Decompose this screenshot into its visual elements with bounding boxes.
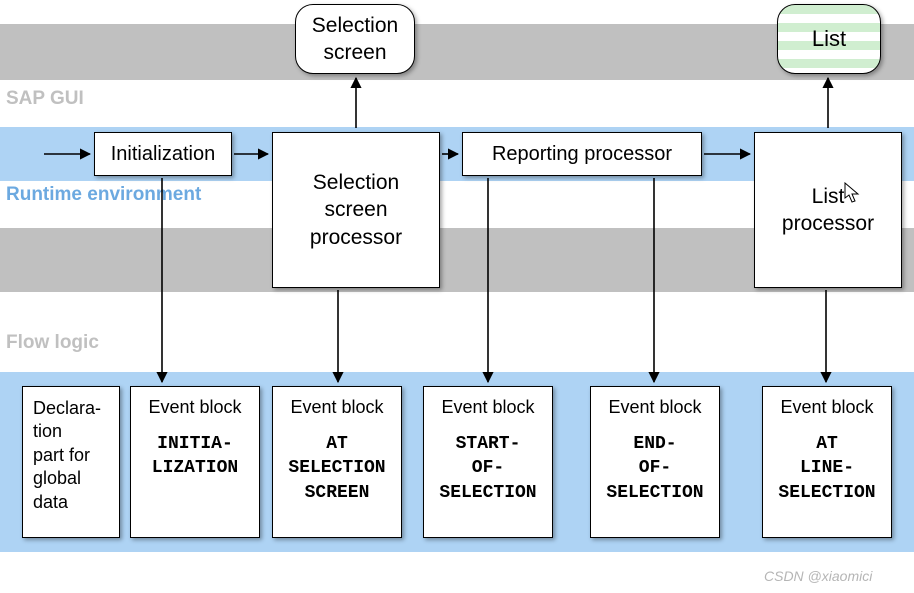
event-block-2: Event block START-OF-SELECTION — [423, 386, 553, 538]
label-sap_gui: SAP GUI — [6, 88, 84, 110]
box-reporting: Reporting processor — [462, 132, 702, 176]
event-block-code-line: SELECTION — [778, 481, 875, 505]
event-block-code-line: SELECTION — [288, 456, 385, 480]
node-selection_screen-line: Selection — [312, 12, 398, 39]
box-declaration-line: Declara- — [33, 397, 111, 420]
label-flowlogic: Flow logic — [6, 332, 99, 354]
box-reporting-line: Reporting processor — [492, 141, 672, 167]
event-block-code-line: SELECTION — [439, 481, 536, 505]
event-block-code: ATSELECTIONSCREEN — [288, 432, 385, 505]
box-declaration-line: tion — [33, 420, 111, 443]
event-block-code: INITIA-LIZATION — [152, 432, 238, 481]
event-block-code-line: AT — [288, 432, 385, 456]
box-ss_processor-line: Selection — [313, 169, 399, 196]
node-list: List — [777, 4, 881, 74]
label-runtime: Runtime environment — [6, 184, 201, 206]
event-block-header: Event block — [441, 397, 534, 418]
event-block-code-line: SCREEN — [288, 481, 385, 505]
event-block-header: Event block — [290, 397, 383, 418]
event-block-code-line: INITIA- — [152, 432, 238, 456]
event-block-4: Event block ATLINE-SELECTION — [762, 386, 892, 538]
box-list_processor-line: processor — [782, 210, 874, 237]
event-block-code-line: OF- — [606, 456, 703, 480]
event-block-header: Event block — [780, 397, 873, 418]
node-selection_screen-line: screen — [323, 39, 386, 66]
event-block-1: Event block ATSELECTIONSCREEN — [272, 386, 402, 538]
box-declaration-line: data — [33, 491, 111, 514]
event-block-code-line: AT — [778, 432, 875, 456]
diagram-canvas: SAP GUI Runtime environment Flow logic Sele… — [0, 0, 914, 593]
node-list-line: List — [812, 25, 846, 54]
event-block-code-line: LINE- — [778, 456, 875, 480]
event-block-code-line: END- — [606, 432, 703, 456]
box-ss_processor-line: screen — [324, 196, 387, 223]
box-list_processor-line: List — [812, 183, 845, 210]
box-list_processor: Listprocessor — [754, 132, 902, 288]
watermark: CSDN @xiaomici — [764, 568, 872, 584]
box-initialization-line: Initialization — [111, 141, 216, 167]
event-block-code: ATLINE-SELECTION — [778, 432, 875, 505]
box-declaration: Declara-tionpart forglobaldata — [22, 386, 120, 538]
event-block-code-line: OF- — [439, 456, 536, 480]
event-block-header: Event block — [608, 397, 701, 418]
event-block-code-line: LIZATION — [152, 456, 238, 480]
event-block-0: Event block INITIA-LIZATION — [130, 386, 260, 538]
box-ss_processor: Selectionscreenprocessor — [272, 132, 440, 288]
box-declaration-line: global — [33, 467, 111, 490]
node-selection_screen: Selectionscreen — [295, 4, 415, 74]
box-initialization: Initialization — [94, 132, 232, 176]
box-declaration-line: part for — [33, 444, 111, 467]
event-block-header: Event block — [148, 397, 241, 418]
event-block-code: START-OF-SELECTION — [439, 432, 536, 505]
event-block-code: END-OF-SELECTION — [606, 432, 703, 505]
event-block-3: Event block END-OF-SELECTION — [590, 386, 720, 538]
box-ss_processor-line: processor — [310, 224, 402, 251]
event-block-code-line: START- — [439, 432, 536, 456]
event-block-code-line: SELECTION — [606, 481, 703, 505]
